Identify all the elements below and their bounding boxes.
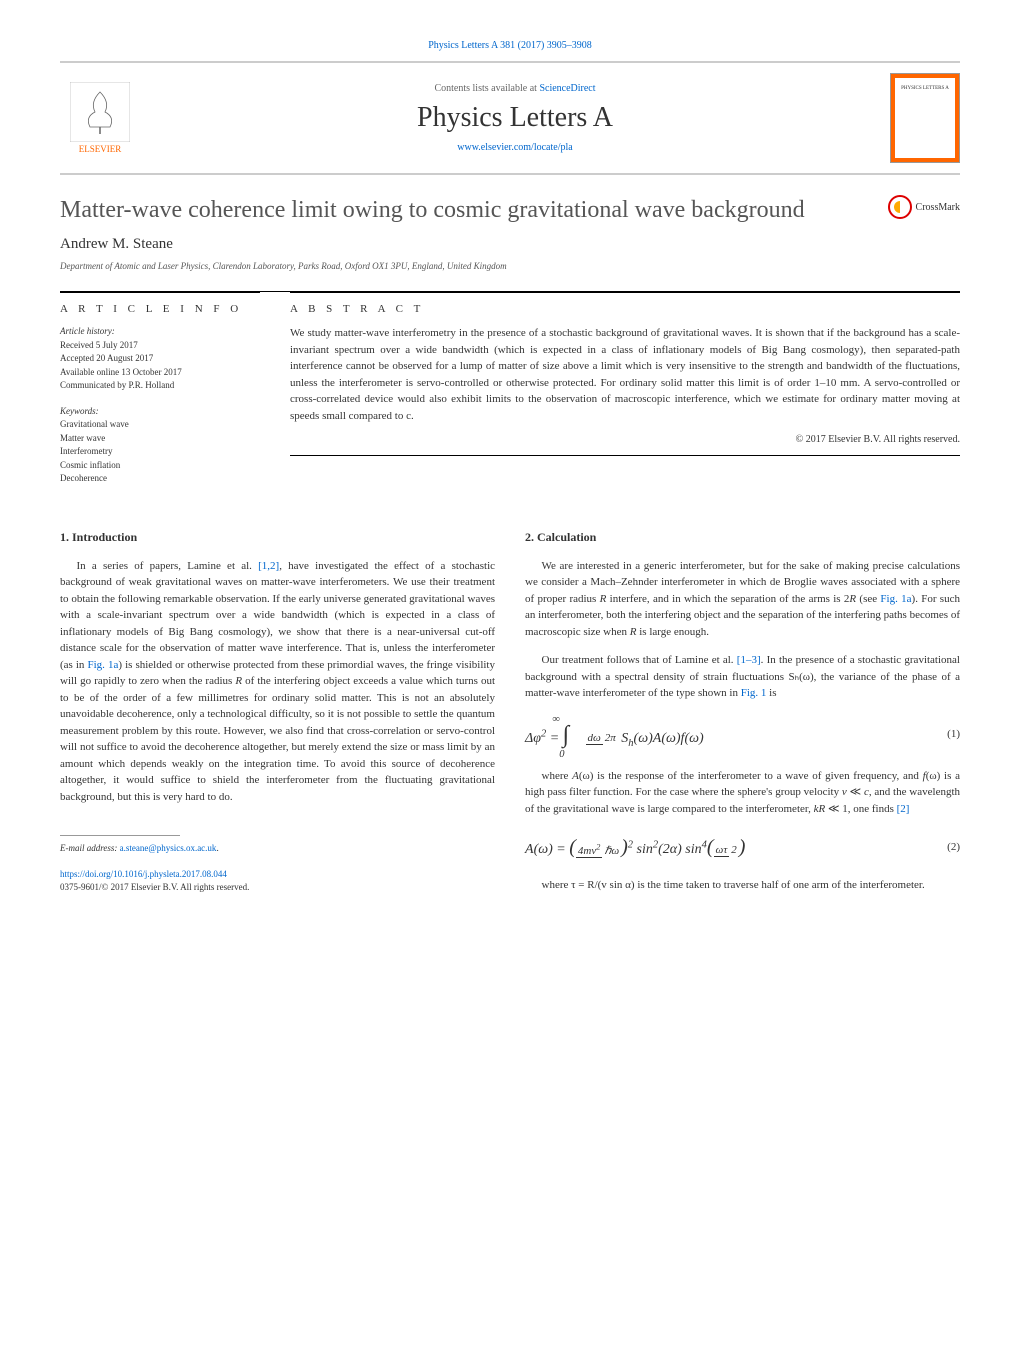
keywords-block: Keywords: Gravitational wave Matter wave…	[60, 405, 260, 486]
email-line: E-mail address: a.steane@physics.ox.ac.u…	[60, 842, 495, 856]
journal-url-link[interactable]: www.elsevier.com/locate/pla	[457, 142, 572, 153]
section-2-heading: 2. Calculation	[525, 528, 960, 546]
author-name: Andrew M. Steane	[60, 236, 960, 253]
calc-paragraph-4: where τ = R/(v sin α) is the time taken …	[525, 877, 960, 894]
abstract-column: A B S T R A C T We study matter-wave int…	[290, 292, 960, 498]
crossmark-badge[interactable]: CrossMark	[888, 195, 960, 219]
text-span: is	[766, 687, 776, 699]
issn-copyright: 0375-9601/© 2017 Elsevier B.V. All right…	[60, 882, 249, 892]
online-date: Available online 13 October 2017	[60, 366, 260, 380]
intro-paragraph: In a series of papers, Lamine et al. [1,…	[60, 558, 495, 806]
keyword: Decoherence	[60, 472, 260, 486]
text-span: Our treatment follows that of Lamine et …	[542, 654, 737, 666]
received-date: Received 5 July 2017	[60, 339, 260, 353]
email-link[interactable]: a.steane@physics.ox.ac.uk	[120, 843, 217, 853]
footer-rule	[60, 835, 180, 836]
abstract-divider	[290, 455, 960, 456]
info-heading: A R T I C L E I N F O	[60, 303, 260, 315]
ref-link[interactable]: [1–3]	[737, 654, 761, 666]
fig-link[interactable]: Fig. 1a	[88, 659, 119, 671]
citation-link[interactable]: Physics Letters A 381 (2017) 3905–3908	[428, 40, 592, 51]
sciencedirect-link[interactable]: ScienceDirect	[539, 83, 595, 94]
calc-paragraph-3: where A(ω) is the response of the interf…	[525, 768, 960, 818]
section-1-heading: 1. Introduction	[60, 528, 495, 546]
keyword: Matter wave	[60, 432, 260, 446]
equation-1-number: (1)	[947, 726, 960, 743]
journal-url-container: www.elsevier.com/locate/pla	[140, 142, 890, 153]
article-title: Matter-wave coherence limit owing to cos…	[60, 195, 888, 226]
accepted-date: Accepted 20 August 2017	[60, 352, 260, 366]
keyword: Cosmic inflation	[60, 459, 260, 473]
abstract-copyright: © 2017 Elsevier B.V. All rights reserved…	[290, 434, 960, 445]
equation-1: Δφ2 = ∫0∞ dω2π Sh(ω)A(ω)f(ω) (1)	[525, 717, 960, 753]
right-column: 2. Calculation We are interested in a ge…	[525, 528, 960, 906]
article-history: Article history: Received 5 July 2017 Ac…	[60, 325, 260, 393]
elsevier-logo: ELSEVIER	[60, 78, 140, 158]
contents-prefix: Contents lists available at	[434, 83, 536, 94]
cover-label: PHYSICS LETTERS A	[895, 78, 955, 158]
header-citation: Physics Letters A 381 (2017) 3905–3908	[60, 40, 960, 51]
calc-paragraph-2: Our treatment follows that of Lamine et …	[525, 652, 960, 702]
email-label: E-mail address:	[60, 843, 117, 853]
abstract-text: We study matter-wave interferometry in t…	[290, 325, 960, 424]
equation-2: A(ω) = (4mv2ℏω)2 sin2(2α) sin4(ωτ2) (2)	[525, 832, 960, 862]
publisher-name: ELSEVIER	[79, 144, 122, 154]
journal-banner: ELSEVIER Contents lists available at Sci…	[60, 61, 960, 175]
fig-link[interactable]: Fig. 1	[741, 687, 767, 699]
keyword: Gravitational wave	[60, 418, 260, 432]
journal-cover-thumbnail: PHYSICS LETTERS A	[890, 73, 960, 163]
history-label: Article history:	[60, 325, 260, 339]
calc-paragraph-1: We are interested in a generic interfero…	[525, 558, 960, 641]
keyword: Interferometry	[60, 445, 260, 459]
ref-link[interactable]: [1,2]	[258, 560, 279, 572]
doi-block: https://doi.org/10.1016/j.physleta.2017.…	[60, 868, 495, 895]
ref-link[interactable]: [2]	[897, 803, 910, 815]
communicated-by: Communicated by P.R. Holland	[60, 379, 260, 393]
crossmark-icon	[888, 195, 912, 219]
equation-2-number: (2)	[947, 839, 960, 856]
fig-link[interactable]: Fig. 1a	[880, 593, 911, 605]
elsevier-tree-icon	[70, 82, 130, 142]
equation-2-body: A(ω) = (4mv2ℏω)2 sin2(2α) sin4(ωτ2)	[525, 832, 947, 862]
journal-title: Physics Letters A	[140, 102, 890, 134]
article-info-sidebar: A R T I C L E I N F O Article history: R…	[60, 292, 260, 498]
left-column: 1. Introduction In a series of papers, L…	[60, 528, 495, 906]
contents-available: Contents lists available at ScienceDirec…	[140, 83, 890, 94]
body-columns: 1. Introduction In a series of papers, L…	[60, 528, 960, 906]
equation-1-body: Δφ2 = ∫0∞ dω2π Sh(ω)A(ω)f(ω)	[525, 717, 947, 753]
keywords-label: Keywords:	[60, 405, 260, 419]
doi-link[interactable]: https://doi.org/10.1016/j.physleta.2017.…	[60, 869, 227, 879]
abstract-heading: A B S T R A C T	[290, 303, 960, 315]
author-affiliation: Department of Atomic and Laser Physics, …	[60, 261, 960, 271]
crossmark-label: CrossMark	[916, 202, 960, 213]
